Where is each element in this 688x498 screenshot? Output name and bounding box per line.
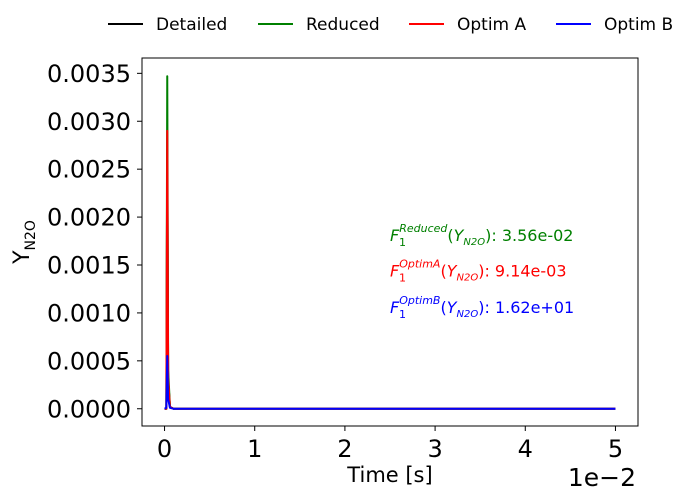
annotation-value: ): 1.62e+01 — [478, 298, 574, 317]
x-axis-label: Time [s] — [346, 463, 432, 487]
annotation-value: ): 3.56e-02 — [485, 226, 573, 245]
x-axis-offset-label: 1e−2 — [568, 463, 636, 492]
annotation-paren: ( — [440, 298, 446, 317]
annotation-arg-subscript: N2O — [456, 273, 478, 284]
annotation-subscript: 1 — [399, 236, 406, 249]
legend-label: Detailed — [156, 15, 227, 35]
annotation-subscript: 1 — [399, 272, 406, 285]
annotation-symbol: F — [390, 226, 400, 245]
x-tick-label: 5 — [608, 435, 623, 463]
y-tick-label: 0.0005 — [47, 347, 131, 375]
annotation-superscript: OptimB — [399, 294, 440, 307]
annotation-superscript: Reduced — [399, 222, 448, 235]
y-tick-label: 0.0020 — [47, 204, 131, 232]
x-tick-label: 1 — [247, 435, 262, 463]
annotation-value: ): 9.14e-03 — [478, 262, 566, 281]
metric-annotation: FOptimB(YN2O): 1.62e+01 — [390, 294, 574, 320]
annotation-symbol: F — [390, 298, 400, 317]
x-tick-label: 3 — [427, 435, 442, 463]
annotations: FReduced(YN2O): 3.56e-021FOptimA(YN2O): … — [390, 222, 574, 321]
y-tick-label: 0.0000 — [47, 395, 131, 423]
y-tick-label: 0.0030 — [47, 108, 131, 136]
y-axis-label-subscript: N2O — [23, 220, 39, 250]
y-axis-label-symbol: Y — [10, 250, 35, 265]
x-axis-ticks: 0 1 2 3 4 5 — [157, 426, 623, 463]
series-line-optim-b — [164, 355, 616, 410]
y-tick-label: 0.0010 — [47, 299, 131, 327]
metric-annotation: FReduced(YN2O): 3.56e-02 — [390, 222, 573, 248]
y-axis-ticks: 0.0000 0.0005 0.0010 0.0015 0.0020 0.0025 0.00… — [47, 60, 142, 423]
x-tick-label: 2 — [337, 435, 352, 463]
legend-label: Optim A — [457, 15, 527, 35]
legend: Detailed Reduced Optim A Optim B — [108, 15, 673, 35]
annotation-paren: ( — [447, 226, 453, 245]
x-tick-label: 0 — [157, 435, 172, 463]
annotation-arg: Y — [447, 298, 458, 317]
y-tick-label: 0.0035 — [47, 60, 131, 88]
series-layer — [164, 75, 616, 410]
legend-label: Optim B — [604, 15, 673, 35]
x-tick-label: 4 — [518, 435, 533, 463]
annotation-superscript: OptimA — [399, 258, 440, 271]
metric-annotation: FOptimA(YN2O): 9.14e-03 — [390, 258, 567, 284]
annotation-paren: ( — [440, 262, 446, 281]
y-axis-label: YN2O — [10, 220, 39, 265]
y-tick-label: 0.0025 — [47, 156, 131, 184]
annotation-arg-subscript: N2O — [457, 309, 479, 320]
annotation-arg: Y — [454, 226, 465, 245]
annotation-subscript: 1 — [399, 308, 406, 321]
annotation-arg-subscript: N2O — [463, 237, 485, 248]
annotation-arg: Y — [447, 262, 458, 281]
annotation-symbol: F — [390, 262, 400, 281]
y-tick-label: 0.0015 — [47, 252, 131, 280]
legend-label: Reduced — [306, 15, 380, 35]
plot-area-frame — [141, 57, 639, 427]
